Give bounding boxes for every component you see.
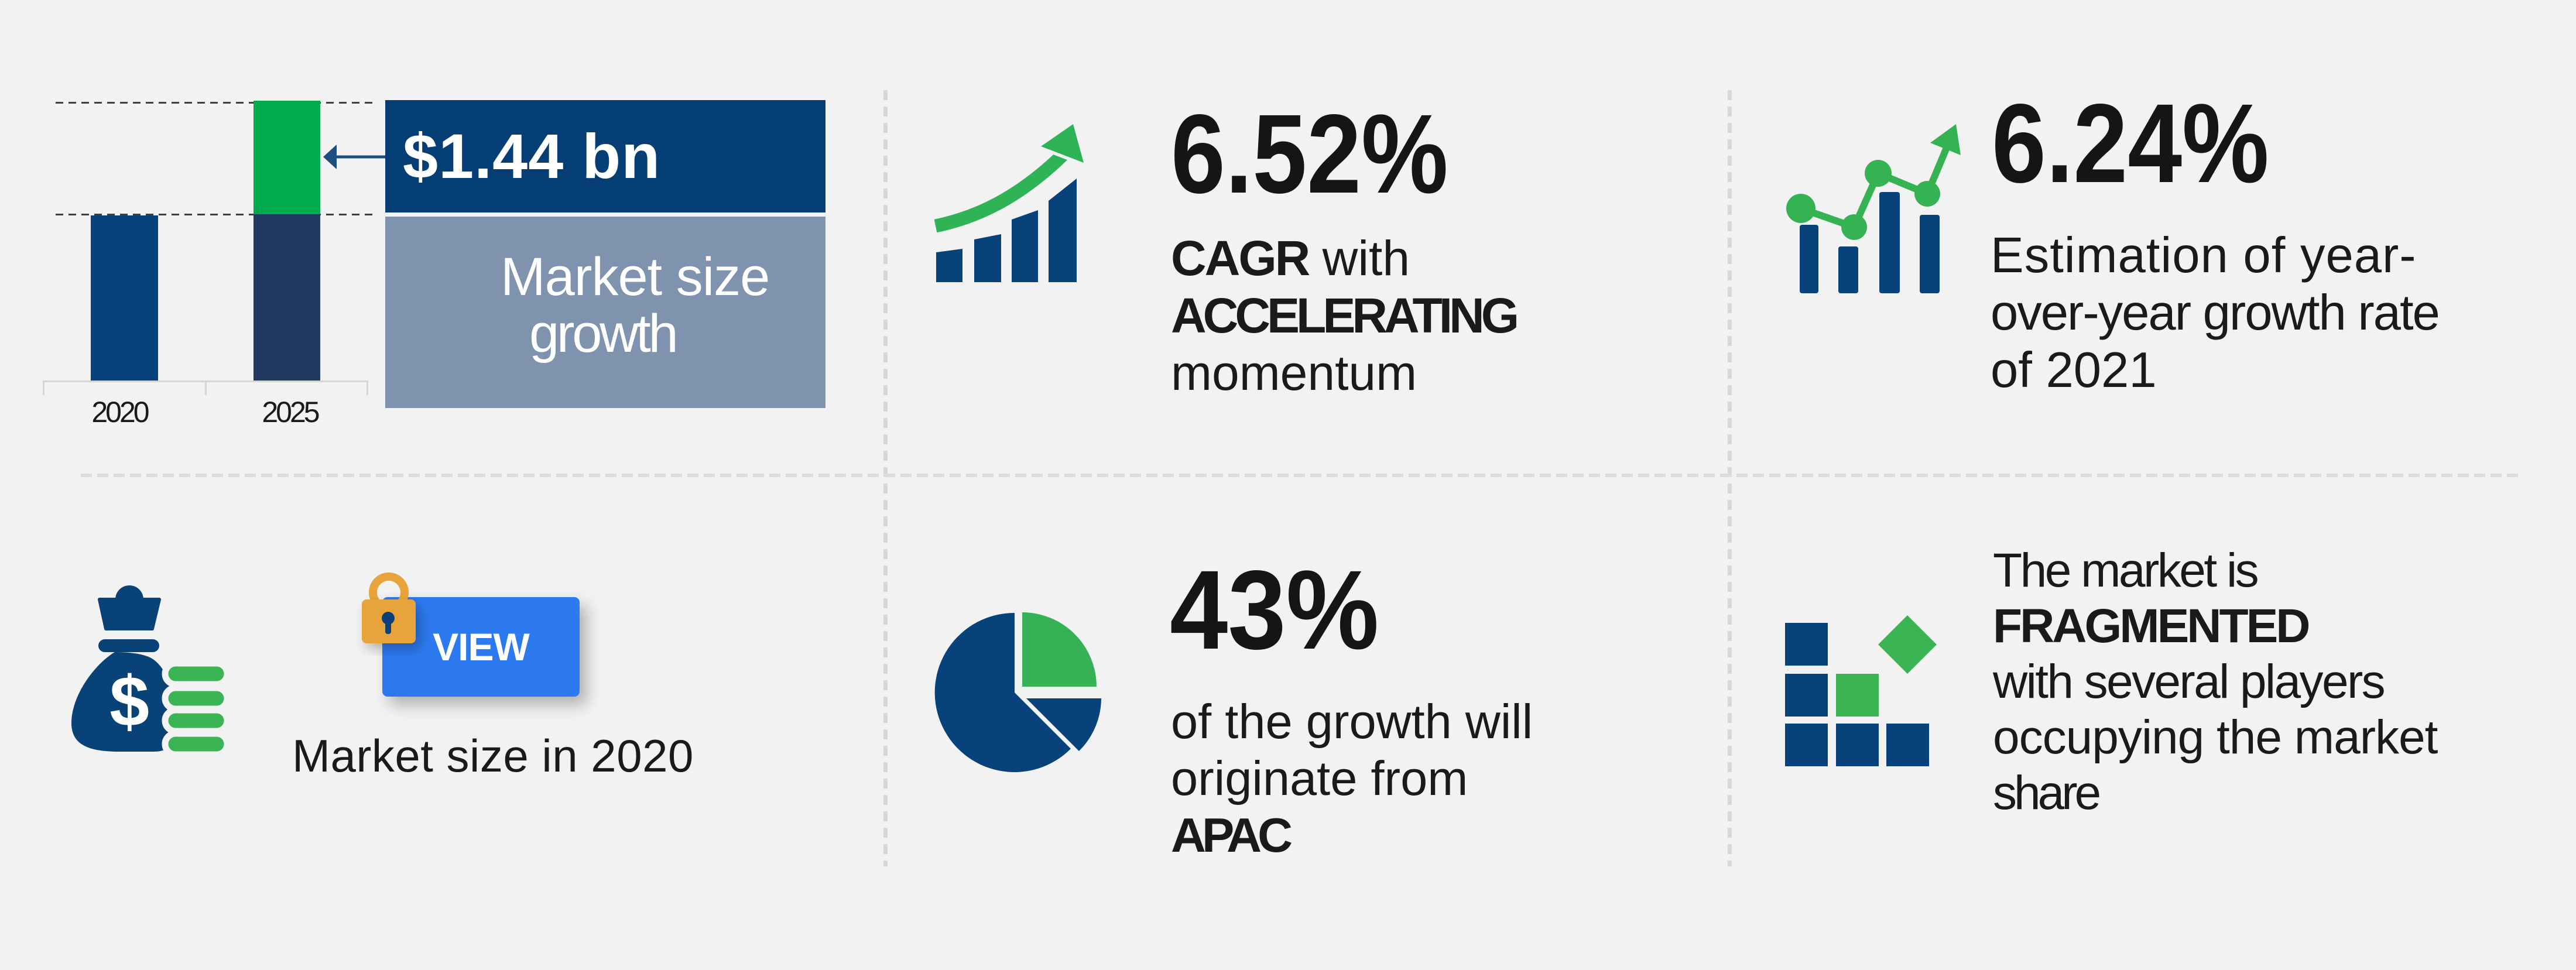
svg-text:$: $: [109, 661, 149, 741]
